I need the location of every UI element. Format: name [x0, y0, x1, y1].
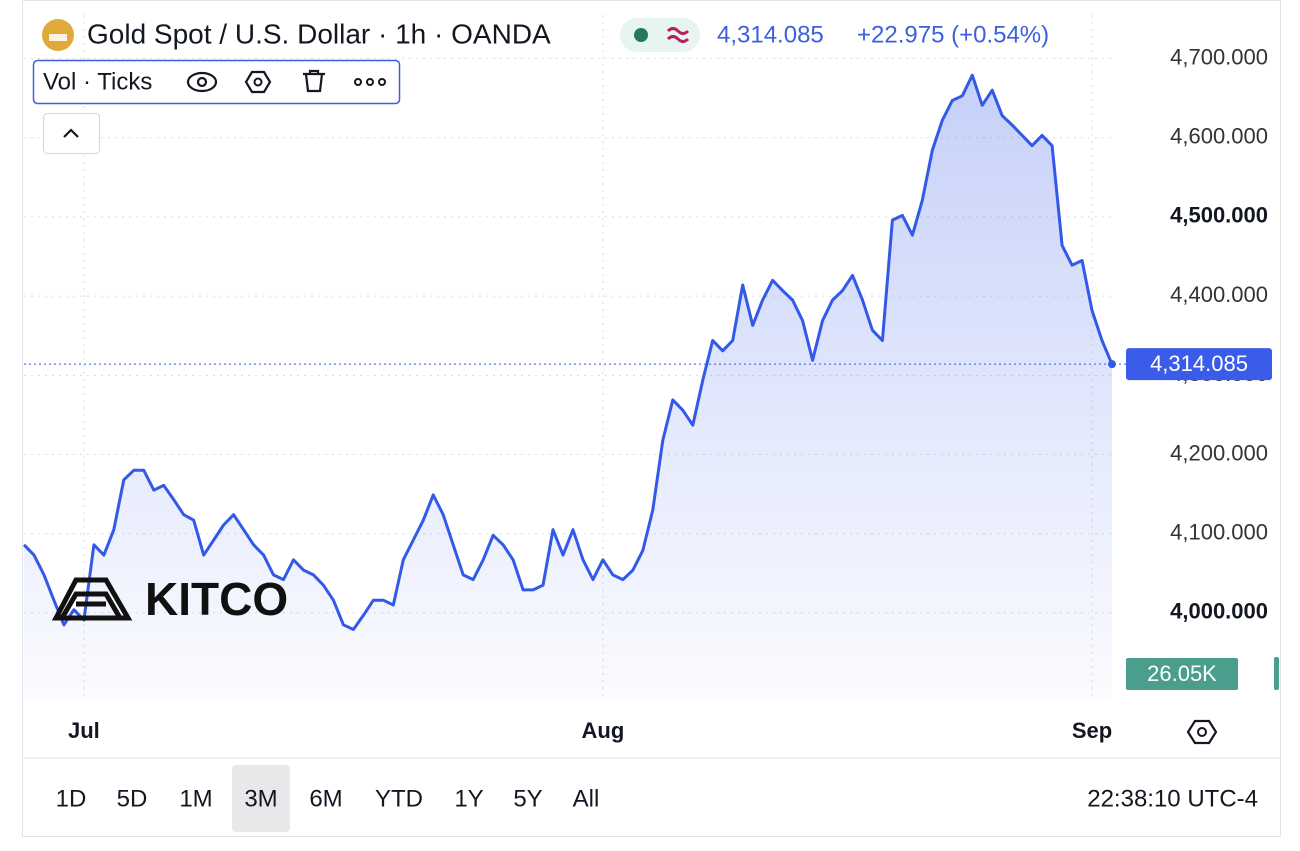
range-bar: 1D 5D 1M 3M 6M YTD 1Y 5Y All: [56, 765, 600, 832]
x-tick-label: Aug: [582, 718, 625, 743]
range-button[interactable]: 1M: [179, 785, 212, 812]
eye-pupil: [196, 76, 208, 88]
header-price: 4,314.085: [717, 21, 824, 48]
more-icon[interactable]: [354, 78, 386, 86]
delete-icon[interactable]: [303, 69, 325, 93]
last-price-dot: [1108, 360, 1116, 369]
status-wave: [666, 27, 690, 43]
range-button[interactable]: YTD: [375, 785, 423, 812]
y-tick-label: 4,500.000: [1170, 203, 1268, 228]
settings-icon[interactable]: [244, 70, 272, 94]
indicator-label: Vol · Ticks: [43, 68, 152, 95]
volume-box: [1126, 658, 1238, 690]
logo-text: KITCO: [145, 573, 288, 625]
symbol-icon-bar: [49, 34, 67, 41]
x-tick-label: Sep: [1072, 718, 1112, 743]
y-tick-label: 4,000.000: [1170, 599, 1268, 624]
collapse-arrow: [63, 128, 79, 138]
x-tick-label: Jul: [68, 718, 100, 743]
range-button[interactable]: All: [573, 785, 600, 812]
range-button[interactable]: 5Y: [513, 785, 542, 812]
last-price-box: [1126, 348, 1272, 381]
y-tick-label: 4,700.000: [1170, 44, 1268, 69]
range-button[interactable]: 1D: [56, 785, 87, 812]
status-dot: [634, 28, 648, 42]
logo-mark: [51, 577, 133, 621]
settings-dot: [253, 77, 263, 87]
range-button[interactable]: 3M: [244, 785, 277, 812]
y-tick-label: 4,200.000: [1170, 440, 1268, 465]
chart-title: Gold Spot / U.S. Dollar · 1h · OANDA: [87, 18, 551, 49]
scroll-handle[interactable]: [1274, 657, 1279, 690]
y-tick-label: 4,600.000: [1170, 124, 1268, 149]
range-button[interactable]: 6M: [309, 785, 342, 812]
y-tick-label: 4,400.000: [1170, 282, 1268, 307]
axis-settings-dot: [1197, 727, 1207, 737]
status-pill[interactable]: [620, 18, 700, 52]
eye-icon[interactable]: [186, 71, 218, 93]
volume-label: 26.05K: [1147, 661, 1217, 686]
clock: 22:38:10 UTC-4: [1087, 785, 1258, 812]
y-tick-label: 4,100.000: [1170, 520, 1268, 545]
range-active-bg[interactable]: [232, 765, 290, 832]
price-area: [24, 75, 1112, 700]
range-button[interactable]: 5D: [117, 785, 148, 812]
collapse-button[interactable]: [43, 113, 100, 154]
header-change: +22.975 (+0.54%): [857, 21, 1049, 48]
range-button[interactable]: 1Y: [454, 785, 483, 812]
last-price-label: 4,314.085: [1150, 351, 1248, 376]
price-line: [22, 73, 1114, 631]
axis-settings-icon[interactable]: [1186, 719, 1218, 745]
plot-area: [22, 15, 1126, 700]
